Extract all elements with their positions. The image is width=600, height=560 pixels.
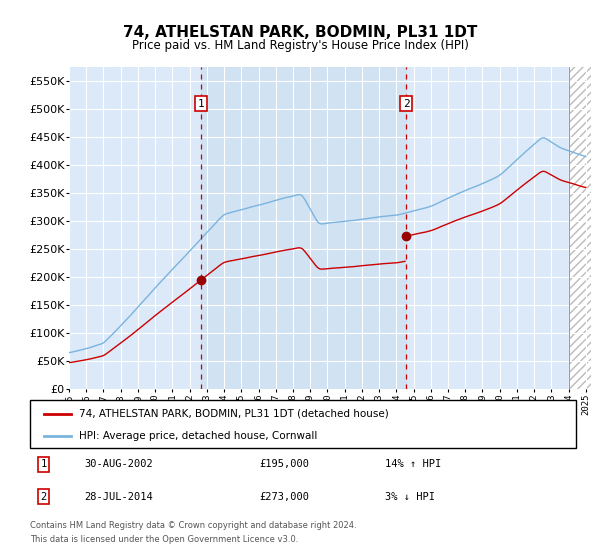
Bar <box>569 67 595 389</box>
Text: Contains HM Land Registry data © Crown copyright and database right 2024.: Contains HM Land Registry data © Crown c… <box>30 521 356 530</box>
Bar <box>569 67 595 389</box>
Text: Price paid vs. HM Land Registry's House Price Index (HPI): Price paid vs. HM Land Registry's House … <box>131 39 469 52</box>
Text: 14% ↑ HPI: 14% ↑ HPI <box>385 459 441 469</box>
Bar <box>201 67 406 389</box>
Text: 1: 1 <box>197 99 205 109</box>
FancyBboxPatch shape <box>30 400 576 448</box>
Text: 74, ATHELSTAN PARK, BODMIN, PL31 1DT (detached house): 74, ATHELSTAN PARK, BODMIN, PL31 1DT (de… <box>79 409 389 419</box>
Text: HPI: Average price, detached house, Cornwall: HPI: Average price, detached house, Corn… <box>79 431 317 441</box>
Text: £273,000: £273,000 <box>259 492 310 502</box>
Text: This data is licensed under the Open Government Licence v3.0.: This data is licensed under the Open Gov… <box>30 535 298 544</box>
Text: 74, ATHELSTAN PARK, BODMIN, PL31 1DT: 74, ATHELSTAN PARK, BODMIN, PL31 1DT <box>123 25 477 40</box>
Text: £195,000: £195,000 <box>259 459 310 469</box>
Text: 1: 1 <box>41 459 47 469</box>
Text: 2: 2 <box>41 492 47 502</box>
Text: 28-JUL-2014: 28-JUL-2014 <box>85 492 154 502</box>
Text: 30-AUG-2002: 30-AUG-2002 <box>85 459 154 469</box>
Text: 2: 2 <box>403 99 410 109</box>
Text: 3% ↓ HPI: 3% ↓ HPI <box>385 492 435 502</box>
Bar <box>569 67 595 389</box>
